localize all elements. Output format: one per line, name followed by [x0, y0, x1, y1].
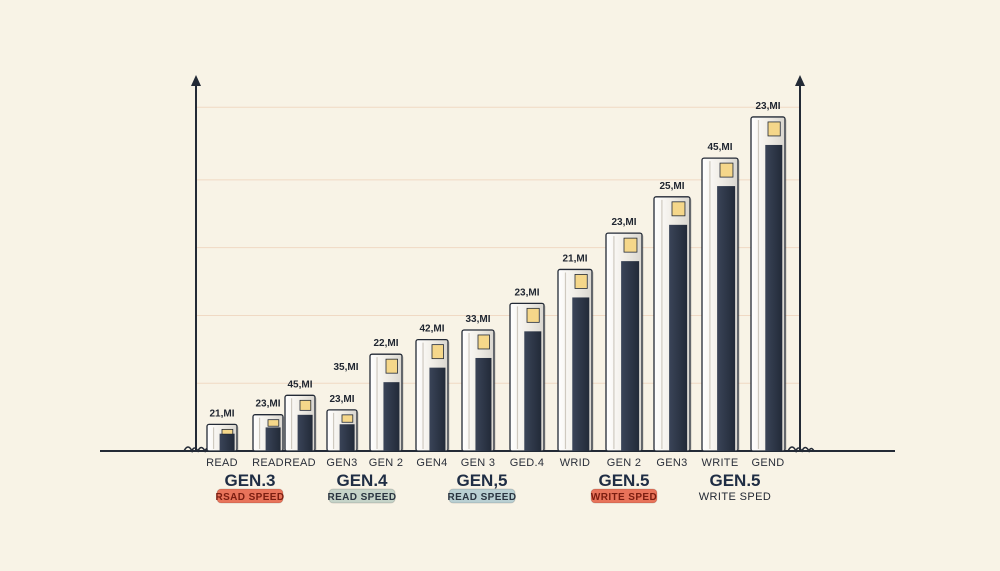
- y-axis-right-arrow: [795, 75, 805, 86]
- group-title: GEN,5: [456, 471, 507, 490]
- bar-value-label: 21,MI: [209, 408, 234, 419]
- bar-value-label: 42,MI: [419, 324, 444, 335]
- group-badge: [216, 488, 284, 504]
- bar-chip: [221, 428, 234, 435]
- bar-core: [572, 297, 590, 451]
- bar-chip: [671, 201, 686, 217]
- group-badge: [590, 488, 658, 504]
- gridlines: [196, 106, 800, 384]
- x-tick-label: GEN3: [326, 457, 357, 469]
- x-tick-label: WRITE: [702, 457, 739, 469]
- bar-core: [475, 357, 492, 451]
- bar-value-label: 25,MI: [659, 181, 684, 192]
- bar-chip: [477, 334, 490, 350]
- x-tick-label: WRID: [560, 457, 591, 469]
- bar-chip: [341, 414, 354, 423]
- group-title: GEN.5: [598, 471, 649, 490]
- bar-chip: [385, 358, 398, 374]
- bar-core: [765, 144, 783, 451]
- x-tick-label: GEN 3: [461, 457, 496, 469]
- x-tick-label: GED.4: [510, 457, 545, 469]
- bar-value-label: 21,MI: [562, 253, 587, 264]
- group-title: GEN.5: [709, 471, 760, 490]
- group-title: GEN.4: [336, 471, 388, 490]
- group-subtitle: READ SPEED: [447, 492, 516, 503]
- bar-chip: [267, 419, 280, 427]
- labels: 21,MI READ 23,MI READ 45,MI READ 23,MI GEN3 22,M…: [206, 101, 784, 469]
- bar-core: [524, 331, 542, 451]
- bar-value-label: 23,MI: [514, 287, 539, 298]
- bar-value-label: 22,MI: [373, 338, 398, 349]
- group-subtitle: READ SPEED: [327, 492, 396, 503]
- group-subtitle: WRITE SPED: [699, 491, 771, 503]
- y-axis-left-arrow: [191, 75, 201, 86]
- x-tick-label: GEN4: [416, 457, 447, 469]
- bars: [206, 116, 787, 452]
- x-tick-label: READ: [206, 457, 238, 469]
- bar-core: [383, 382, 400, 451]
- bar-value-label: 23,MI: [255, 399, 280, 410]
- bar-core: [717, 186, 736, 451]
- axis-foot-tuft: [787, 446, 815, 454]
- bar-chip: [623, 237, 638, 253]
- bar-value-label: 33,MI: [465, 314, 490, 325]
- bar-value-label: 45,MI: [707, 142, 732, 153]
- bar-chip: [574, 274, 588, 289]
- bar-chip: [431, 344, 444, 360]
- group-badge: [328, 488, 396, 504]
- group-title: GEN.3: [224, 471, 275, 490]
- bar-chip: [719, 162, 734, 178]
- bar-chip: [526, 307, 540, 323]
- bar-value-label: 45,MI: [287, 379, 312, 390]
- bar-chip: [767, 121, 781, 137]
- bar-core: [621, 261, 640, 451]
- x-tick-label: GEND: [752, 457, 785, 469]
- x-tick-label: READ: [252, 457, 284, 469]
- group-subtitle: WRITE SPED: [591, 492, 657, 503]
- bar-core: [429, 367, 446, 451]
- bar-core: [297, 414, 313, 451]
- axis-foot-tuft: [183, 446, 211, 454]
- x-tick-label: READ: [284, 457, 316, 469]
- group-badge: [448, 488, 516, 504]
- bar-value-label: 23,MI: [755, 101, 780, 112]
- bar-core: [219, 433, 235, 451]
- bar-chip: [299, 399, 312, 411]
- group-subtitle: RSAD SPEED: [215, 492, 284, 503]
- bar-core: [265, 427, 281, 451]
- extra-value-label: 35,MI: [333, 362, 358, 373]
- x-tick-label: GEN 2: [369, 457, 404, 469]
- x-tick-label: GEN 2: [607, 457, 642, 469]
- bar-core: [339, 424, 355, 451]
- group-captions: GEN.3 RSAD SPEED GEN.4 READ SPEED GEN,5 READ …: [215, 471, 771, 504]
- bar-value-label: 23,MI: [611, 217, 636, 228]
- bar-core: [669, 224, 688, 451]
- x-tick-label: GEN3: [656, 457, 687, 469]
- bar-value-label: 23,MI: [329, 394, 354, 405]
